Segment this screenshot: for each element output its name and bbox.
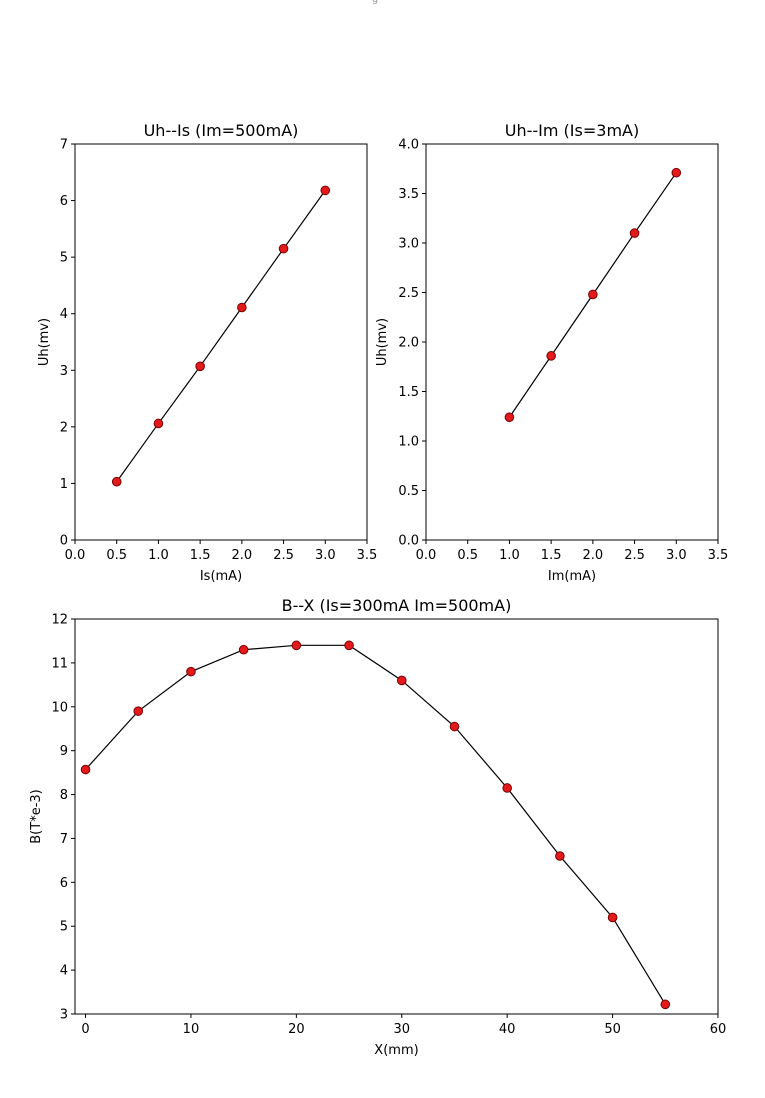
x-tick-label: 20 [288,1022,305,1037]
data-point [502,783,512,793]
y-tick-label: 7 [60,138,68,153]
x-tick-label: 3.5 [708,548,729,563]
y-tick-label: 0 [60,534,68,549]
y-tick-label: 8 [60,788,68,803]
x-tick-label: 2.0 [583,548,604,563]
data-point [278,243,289,254]
data-point [111,476,122,487]
chart-b-x: B--X (Is=300mA Im=500mA) 0 10 20 30 40 50 60 3 4 5… [29,596,726,1058]
data-point [237,302,247,313]
y-axis-label: Uh(mv) [375,318,390,366]
y-tick-label: 1.0 [398,435,419,450]
x-tick-label: 3.5 [357,548,378,563]
y-tick-label: 10 [51,700,68,715]
y-tick-label: 3 [60,364,68,379]
x-tick-label: 0.5 [457,548,478,563]
series-line [85,644,666,1005]
y-axis-label: Uh(mv) [37,318,52,366]
x-tick-label: 1.5 [541,548,562,563]
data-point [588,289,598,300]
axes-frame [74,143,368,541]
y-tick-label: 9 [60,744,68,759]
x-tick-label: 1.0 [499,548,520,563]
x-axis-label: Im(mA) [548,569,596,584]
x-tick-label: 30 [393,1022,410,1037]
x-tick-label: 40 [499,1022,516,1037]
data-point [671,167,682,178]
data-point [80,764,91,775]
y-tick-label: 3.0 [398,237,419,252]
x-tick-label: 2.5 [624,548,645,563]
x-tick-label: 2.5 [273,548,294,563]
y-tick-label: 1.5 [398,385,419,400]
x-tick-label: 0.5 [106,548,127,563]
y-tick-label: 3.5 [398,187,419,202]
data-point [153,418,164,429]
data-point [344,640,354,651]
x-tick-label: 0.0 [65,548,86,563]
data-point [555,851,565,861]
data-point [133,706,144,716]
x-tick-label: 2.0 [232,548,253,563]
data-point [629,228,640,238]
x-tick-label: 3.0 [315,548,336,563]
y-tick-label: 7 [60,832,68,847]
y-tick-label: 5 [60,251,68,266]
y-tick-label: 2 [60,420,68,435]
x-tick-label: 1.0 [148,548,169,563]
chart-title: Uh--Is (Im=500mA) [144,121,299,140]
figure-artifact-text: g [372,0,378,5]
data-point [607,912,618,923]
y-tick-label: 4 [60,964,68,979]
y-tick-label: 5 [60,920,68,935]
y-tick-label: 11 [51,656,68,671]
x-tick-label: 1.5 [190,548,211,563]
y-tick-label: 0.5 [398,484,419,499]
chart-uh-is: Uh--Is (Im=500mA) 0.0 0.5 1.0 1.5 2.0 2.5 3.0 3.… [37,121,377,584]
data-point [396,675,407,686]
x-tick-label: 10 [183,1022,200,1037]
axes-frame [74,618,719,1015]
x-tick-label: 0.0 [416,548,437,563]
data-point [238,644,249,655]
y-tick-label: 3 [60,1008,68,1023]
y-tick-label: 4 [60,307,68,322]
chart-title: B--X (Is=300mA Im=500mA) [282,596,512,615]
x-tick-label: 0 [81,1022,89,1037]
x-axis-label: Is(mA) [200,569,242,584]
x-tick-label: 60 [710,1022,727,1037]
y-axis-label: B(T*e-3) [29,789,44,843]
data-point [504,412,515,423]
y-tick-label: 6 [60,876,68,891]
y-tick-label: 2.0 [398,336,419,351]
chart-title: Uh--Im (Is=3mA) [505,121,639,140]
data-point [291,640,302,651]
y-tick-label: 2.5 [398,286,419,301]
data-point [660,999,671,1010]
y-tick-label: 1 [60,477,68,492]
axes-frame [425,143,719,541]
chart-uh-im: Uh--Im (Is=3mA) 0.0 0.5 1.0 1.5 2.0 2.5 3.0 3.5 0… [375,121,728,584]
data-point [449,721,460,732]
x-tick-label: 50 [604,1022,621,1037]
data-point [195,361,205,372]
y-tick-label: 4.0 [398,138,419,153]
y-tick-label: 12 [51,613,68,628]
data-point [320,185,331,196]
data-point [186,666,196,677]
y-tick-label: 0.0 [398,534,419,549]
data-point [546,351,556,361]
x-tick-label: 3.0 [666,548,687,563]
x-axis-label: X(mm) [374,1043,418,1058]
y-tick-label: 6 [60,194,68,209]
series-line [116,190,326,483]
